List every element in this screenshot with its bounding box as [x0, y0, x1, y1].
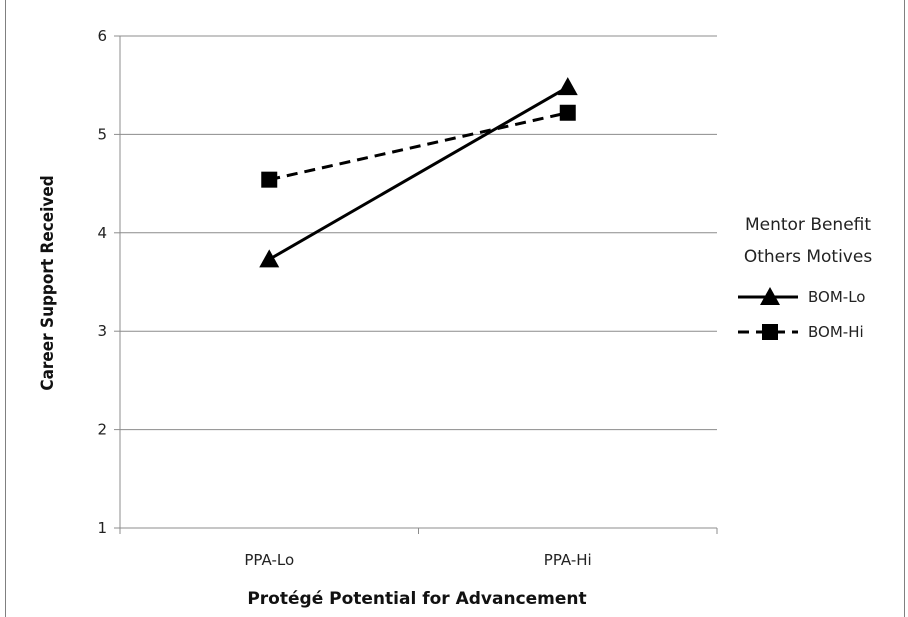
y-tick-label: 4	[97, 224, 107, 242]
right-frame-border	[904, 0, 905, 617]
legend-title-line-1: Mentor Benefit	[745, 215, 871, 235]
left-frame-border	[5, 0, 6, 617]
legend-marker	[760, 287, 780, 305]
y-tick-labels: 1 2 3 4 5 6	[97, 27, 107, 537]
legend-label: BOM-Lo	[808, 288, 865, 306]
series-line-bom-lo	[268, 85, 569, 261]
y-tick-label: 2	[97, 421, 107, 439]
y-tick-label: 6	[97, 27, 107, 45]
legend-items: BOM-Lo BOM-Hi	[738, 287, 865, 341]
data-point-marker	[559, 104, 576, 121]
x-tick-label: PPA-Hi	[544, 551, 592, 569]
x-tick-labels: PPA-Lo PPA-Hi	[244, 551, 591, 569]
y-tick-label: 5	[97, 125, 107, 143]
y-tick-label: 3	[97, 322, 107, 340]
y-axis-label: Career Support Received	[38, 175, 58, 390]
legend-marker	[762, 324, 778, 340]
gridlines	[120, 35, 717, 431]
axes	[114, 35, 718, 534]
data-point-marker	[261, 171, 278, 188]
data-point-marker	[557, 77, 578, 96]
series-markers	[259, 77, 578, 268]
series-lines	[268, 85, 569, 261]
y-tick-label: 1	[97, 519, 107, 537]
x-axis-label: Protégé Potential for Advancement	[247, 589, 586, 609]
x-tick-label: PPA-Lo	[244, 551, 294, 569]
legend-title-line-2: Others Motives	[744, 247, 873, 267]
legend-item: BOM-Lo	[738, 287, 865, 306]
legend-label: BOM-Hi	[808, 323, 864, 341]
data-point-marker	[259, 249, 280, 268]
legend-item: BOM-Hi	[738, 323, 864, 341]
legend: Mentor Benefit Others Motives BOM-LoBOM-…	[738, 215, 872, 341]
series-line-bom-hi	[268, 111, 569, 182]
